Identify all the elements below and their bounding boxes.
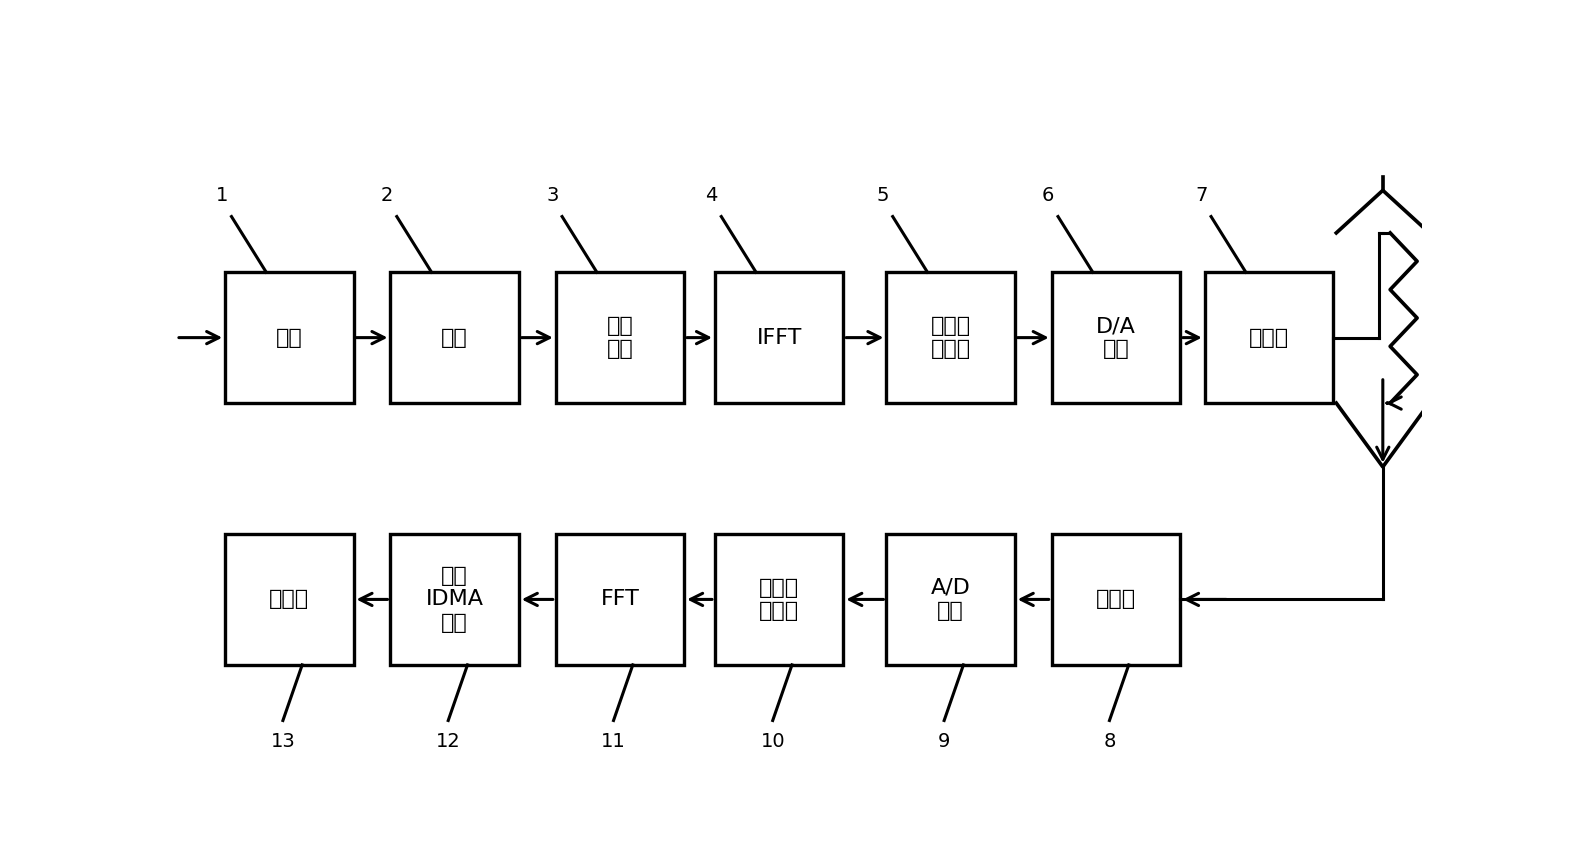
- Text: D/A
转换: D/A 转换: [1097, 316, 1136, 360]
- Bar: [886, 534, 1014, 665]
- Bar: [1052, 272, 1180, 403]
- Bar: [1052, 534, 1180, 665]
- Text: 3: 3: [547, 186, 558, 205]
- Text: 传统
IDMA
检测: 传统 IDMA 检测: [425, 566, 483, 632]
- Text: 7: 7: [1194, 186, 1207, 205]
- Text: 扩频: 扩频: [441, 327, 468, 348]
- Text: FFT: FFT: [600, 589, 640, 609]
- Text: 反映射: 反映射: [269, 589, 310, 609]
- Text: 8: 8: [1103, 733, 1115, 751]
- Text: 5: 5: [877, 186, 890, 205]
- Text: 10: 10: [760, 733, 785, 751]
- Text: 4: 4: [705, 186, 717, 205]
- Text: 映射: 映射: [276, 327, 303, 348]
- Bar: [224, 534, 354, 665]
- Text: 12: 12: [436, 733, 461, 751]
- Bar: [886, 272, 1014, 403]
- Bar: [390, 534, 518, 665]
- Text: 1: 1: [215, 186, 228, 205]
- Bar: [714, 534, 844, 665]
- Text: 频域
交织: 频域 交织: [607, 316, 634, 360]
- Text: IFFT: IFFT: [757, 327, 801, 348]
- Text: 上变频: 上变频: [1248, 327, 1289, 348]
- Bar: [714, 272, 844, 403]
- Text: 2: 2: [381, 186, 393, 205]
- Bar: [390, 272, 518, 403]
- Text: 13: 13: [270, 733, 295, 751]
- Bar: [556, 534, 684, 665]
- Text: 9: 9: [939, 733, 950, 751]
- Text: 插入循
环前缀: 插入循 环前缀: [931, 316, 970, 360]
- Bar: [224, 272, 354, 403]
- Text: 11: 11: [600, 733, 626, 751]
- Text: 6: 6: [1043, 186, 1054, 205]
- Text: 移除循
环前缀: 移除循 环前缀: [758, 578, 799, 621]
- Text: 下变频: 下变频: [1097, 589, 1136, 609]
- Text: A/D
转换: A/D 转换: [931, 578, 970, 621]
- Bar: [556, 272, 684, 403]
- Bar: [1204, 272, 1334, 403]
